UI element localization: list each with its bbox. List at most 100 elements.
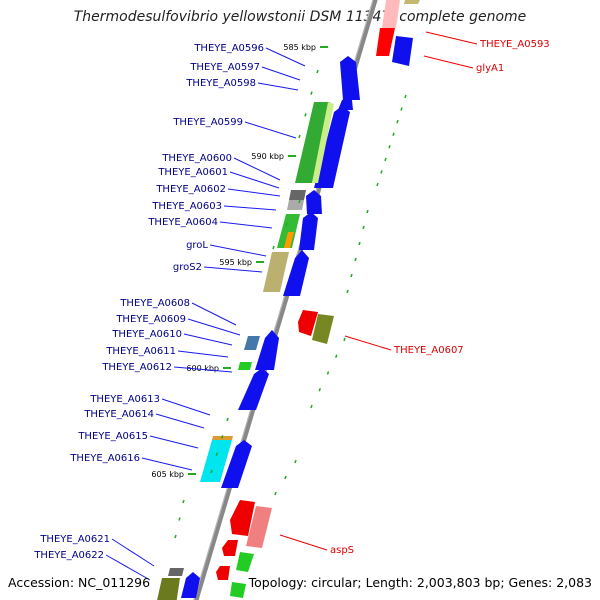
reverse-strand-dot bbox=[366, 209, 369, 214]
gene-label-left[interactable]: THEYE_A0609 bbox=[115, 314, 186, 325]
gene-label-left[interactable]: THEYE_A0600 bbox=[161, 153, 232, 164]
gene-label-left[interactable]: THEYE_A0616 bbox=[69, 453, 140, 464]
gene-thye-a0593-light[interactable] bbox=[382, 0, 400, 28]
gene-asps[interactable] bbox=[230, 500, 255, 536]
gene-label-left[interactable]: THEYE_A0622 bbox=[33, 550, 104, 561]
gene-thye-a0607[interactable] bbox=[298, 310, 318, 336]
forward-strand-dot bbox=[285, 222, 288, 227]
reverse-strand-dot bbox=[380, 170, 383, 174]
colored-gene-blocks bbox=[156, 102, 334, 600]
gene-label-left[interactable]: THEYE_A0613 bbox=[89, 394, 160, 405]
gene-red-small[interactable] bbox=[222, 540, 238, 556]
gene-asps-light[interactable] bbox=[246, 506, 272, 548]
gene-thye-a0603[interactable] bbox=[287, 200, 304, 210]
gene-olive-top[interactable] bbox=[404, 0, 420, 4]
gene-label-left[interactable]: THEYE_A0621 bbox=[39, 534, 110, 545]
gene-label-left[interactable]: THEYE_A0614 bbox=[83, 409, 154, 420]
gene-forward[interactable] bbox=[306, 190, 322, 214]
gene-label-left[interactable]: THEYE_A0598 bbox=[185, 78, 256, 89]
gene-label-left[interactable]: THEYE_A0612 bbox=[101, 362, 172, 373]
gene-label-left[interactable]: THEYE_A0608 bbox=[119, 298, 190, 309]
leader-line bbox=[149, 435, 199, 449]
gene-thye-a0610[interactable] bbox=[244, 336, 260, 350]
leader-line bbox=[219, 221, 273, 229]
label-leaders bbox=[105, 31, 478, 581]
gene-label-left[interactable]: groL bbox=[186, 240, 208, 251]
reverse-strand-genes bbox=[216, 0, 420, 598]
gene-thye-a0599-light[interactable] bbox=[312, 102, 334, 183]
leader-line bbox=[173, 366, 233, 373]
gene-grol[interactable] bbox=[277, 214, 300, 248]
leader-line bbox=[111, 538, 155, 567]
gene-forward[interactable] bbox=[181, 572, 200, 598]
forward-strand-dot bbox=[310, 91, 313, 95]
gene-label-left[interactable]: THEYE_A0601 bbox=[157, 167, 228, 178]
gene-thye-a0616[interactable] bbox=[200, 440, 232, 482]
leader-line bbox=[161, 398, 211, 416]
forward-strand-dot bbox=[174, 534, 177, 539]
reverse-strand-dot bbox=[354, 257, 357, 262]
leader-line bbox=[191, 302, 237, 326]
reverse-strand-dot bbox=[396, 119, 399, 124]
gene-forward[interactable] bbox=[299, 212, 318, 250]
gene-label-left[interactable]: groS2 bbox=[173, 262, 202, 273]
gene-thye-a0621[interactable] bbox=[168, 568, 184, 576]
leader-line bbox=[261, 66, 301, 81]
gene-forward[interactable] bbox=[221, 440, 252, 488]
gene-green-small-2[interactable] bbox=[230, 582, 246, 598]
leader-line bbox=[229, 171, 280, 189]
leader-line bbox=[105, 554, 151, 581]
scale-tick-label: 590 kbp bbox=[251, 152, 284, 161]
forward-strand-dot bbox=[226, 417, 229, 422]
gene-gros2[interactable] bbox=[263, 252, 289, 292]
reverse-strand-dot bbox=[318, 388, 321, 392]
forward-strand-dot bbox=[178, 517, 181, 521]
gene-thye-a0599[interactable] bbox=[295, 102, 330, 183]
gene-label-left[interactable]: THEYE_A0604 bbox=[147, 217, 218, 228]
gene-label-left[interactable]: THEYE_A0602 bbox=[155, 184, 226, 195]
gene-thye-a0602[interactable] bbox=[289, 190, 306, 200]
reverse-strand-dot bbox=[294, 459, 297, 464]
leader-line bbox=[279, 534, 328, 551]
gene-label-right[interactable]: aspS bbox=[330, 545, 354, 556]
leader-line bbox=[177, 350, 229, 358]
gene-label-left[interactable]: THEYE_A0615 bbox=[77, 431, 148, 442]
leader-line bbox=[209, 244, 267, 257]
gene-green-small[interactable] bbox=[236, 552, 254, 572]
gene-forward[interactable] bbox=[340, 56, 360, 100]
forward-strand-dot bbox=[316, 69, 319, 74]
gene-label-left[interactable]: THEYE_A0610 bbox=[111, 329, 182, 340]
gene-label-left[interactable]: THEYE_A0603 bbox=[151, 201, 222, 212]
gene-label-right[interactable]: THEYE_A0607 bbox=[393, 345, 464, 356]
gene-thye-a0612[interactable] bbox=[238, 362, 252, 370]
gene-thye-a0607-olive[interactable] bbox=[312, 314, 334, 344]
scale-tick-label: 605 kbp bbox=[151, 470, 184, 479]
gene-grol-accent[interactable] bbox=[284, 232, 294, 248]
gene-glya1[interactable] bbox=[392, 36, 413, 66]
accession-text: Accession: NC_011296 bbox=[8, 575, 151, 590]
scale-tick-label: 600 kbp bbox=[186, 364, 219, 373]
gene-label-right[interactable]: THEYE_A0593 bbox=[479, 39, 550, 50]
gene-label-left[interactable]: THEYE_A0596 bbox=[193, 43, 264, 54]
gene-labels: THEYE_A0596 THEYE_A0597 THEYE_A0598 THEYE_A… bbox=[33, 39, 549, 561]
gene-label-right[interactable]: glyA1 bbox=[476, 63, 504, 74]
gene-label-left[interactable]: THEYE_A0611 bbox=[105, 346, 176, 357]
leader-line bbox=[183, 333, 233, 346]
gene-forward[interactable] bbox=[255, 330, 279, 370]
gene-label-left[interactable]: THEYE_A0599 bbox=[172, 117, 243, 128]
gene-forward[interactable] bbox=[314, 106, 350, 188]
leader-line bbox=[203, 266, 263, 273]
reverse-strand-dot bbox=[404, 94, 407, 99]
forward-strand-dot bbox=[298, 199, 301, 204]
reverse-strand-dot bbox=[384, 157, 387, 162]
gene-thye-a0622[interactable] bbox=[156, 578, 180, 600]
gene-forward[interactable] bbox=[238, 368, 269, 410]
forward-strand-dot bbox=[298, 134, 301, 139]
gene-forward[interactable] bbox=[283, 250, 309, 296]
leader-line bbox=[257, 82, 299, 91]
gene-label-left[interactable]: THEYE_A0597 bbox=[189, 62, 260, 73]
gene-red-small-2[interactable] bbox=[216, 566, 230, 580]
forward-strand-dot bbox=[210, 469, 213, 474]
gene-thye-a0593[interactable] bbox=[376, 28, 395, 56]
